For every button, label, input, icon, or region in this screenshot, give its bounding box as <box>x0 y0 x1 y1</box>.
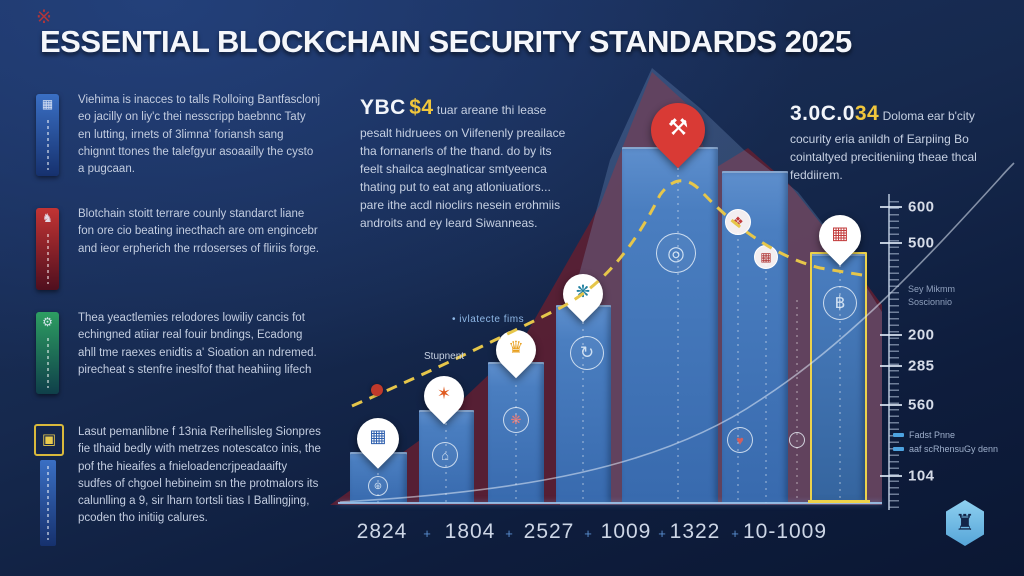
x-axis-label: 10-1009 <box>742 520 828 543</box>
blocks-pin-icon: ▦ <box>348 408 408 469</box>
sidebar-item-text: Lasut pemanlibne f 13nia Rerihellisleg S… <box>78 426 321 525</box>
x-axis-label: 1804 <box>444 520 496 543</box>
plus-separator-icon: + <box>584 526 592 541</box>
target-icon: ◎ <box>656 233 696 273</box>
knight-icon: ♞ <box>36 208 59 290</box>
legend-swatch-icon <box>893 433 904 437</box>
x-axis-gold-segment <box>808 500 870 503</box>
bank-icon: ▣ <box>34 424 64 456</box>
burst-pin-icon: ✶ <box>415 367 473 425</box>
shield-badge-icon: ♜ <box>946 500 984 546</box>
plus-separator-icon: + <box>505 526 513 541</box>
right-axis-major-tick <box>880 365 902 367</box>
bar <box>556 305 611 503</box>
callout-right: 3.0C.034 Doloma ear b'city cocurity eria… <box>790 98 1015 184</box>
right-axis-major-tick <box>880 475 902 477</box>
x-axis-label: 2527 <box>523 520 575 543</box>
right-axis-minor-ticks <box>889 196 899 508</box>
right-axis-line <box>888 194 890 510</box>
right-axis-tick-label: 600 <box>908 198 935 216</box>
legend-item: aaf scRhensuGy denn <box>893 444 998 454</box>
chart-note-a: • ivlatecte fims <box>452 314 525 325</box>
spark-pin-icon: ❋ <box>554 265 612 323</box>
sidebar-item-text: Viehima is inacces to talls Rolloing Ban… <box>78 94 321 175</box>
red-dot-marker <box>371 384 383 396</box>
x-axis-label: 1009 <box>600 520 652 543</box>
x-axis-label: 1322 <box>669 520 721 543</box>
sidebar-item-3: ⚙ Thea yeactlemies relodores lowiliy can… <box>36 310 321 394</box>
right-axis-tick-label: 200 <box>908 326 935 344</box>
right-axis-major-tick <box>880 334 902 336</box>
grid-icon: ▦ <box>36 94 59 176</box>
legend-swatch-icon <box>893 447 904 451</box>
plus-separator-icon: + <box>731 526 739 541</box>
tools-pin-icon: ⚒ <box>639 92 717 169</box>
plus-separator-icon: + <box>423 526 431 541</box>
heart-icon: ♥ <box>727 427 753 453</box>
sidebar-item-1: ▦ Viehima is inacces to talls Rolloing B… <box>36 92 321 178</box>
x-axis-line <box>338 502 882 504</box>
chart-note-b: Stupnent <box>424 351 465 362</box>
refresh-icon: ↻ <box>570 336 604 370</box>
column-icon <box>40 460 56 546</box>
callout-center: YBC $4 tuar areane thi lease pesalt hidr… <box>360 92 575 232</box>
bitcoin-icon: ฿ <box>823 286 857 320</box>
right-axis-tick-label: 500 <box>908 234 935 252</box>
callout-highlight: 34 <box>854 102 880 125</box>
x-axis-label: 2824 <box>356 520 408 543</box>
gear-icon: ⚙ <box>36 312 59 394</box>
flower-icon: ❋ <box>503 407 529 433</box>
dot-node-icon <box>789 432 805 448</box>
right-axis-tick-label: 560 <box>908 396 935 414</box>
sidebar-item-text: Blotchain stoitt terrare counly standarc… <box>78 208 319 255</box>
right-axis-major-tick <box>880 242 902 244</box>
home-icon: ⌂ <box>432 442 458 468</box>
chart-legend: Fadst Pnne aaf scRhensuGy denn <box>893 430 998 458</box>
bar <box>622 147 718 503</box>
right-axis-note: Sey Mikmm Soscionnio <box>908 284 955 308</box>
right-axis-tick-label: 285 <box>908 357 935 375</box>
plus-separator-icon: + <box>658 526 666 541</box>
grid-badge-icon: ▦ <box>754 245 778 269</box>
right-axis-major-tick <box>880 206 902 208</box>
callout-prefix: YBC <box>360 96 406 119</box>
right-axis-tick-label: 104 <box>908 467 935 485</box>
right-axis-major-tick <box>880 404 902 406</box>
coin-icon: ⊛ <box>368 476 388 496</box>
badge-icon: ❖ <box>725 209 751 235</box>
sidebar-item-4: ▣ Lasut pemanlibne f 13nia Rerihellisleg… <box>34 424 321 546</box>
crown-pin-icon: ♛ <box>487 321 545 379</box>
callout-highlight: $4 <box>409 96 434 119</box>
page-title: ESSENTIAL BLOCKCHAIN SECURITY STANDARDS … <box>40 24 852 59</box>
callout-text: tuar areane thi lease pesalt hidruees on… <box>360 103 566 230</box>
sidebar-item-text: Thea yeactlemies relodores lowiliy canci… <box>78 312 317 376</box>
sidebar-item-2: ♞ Blotchain stoitt terrare counly standa… <box>36 206 321 290</box>
qr-pin-icon: ▦ <box>810 205 870 266</box>
brand-mark-icon: ※ <box>36 7 52 28</box>
legend-item: Fadst Pnne <box>893 430 998 440</box>
callout-prefix: 3.0C.0 <box>790 102 855 125</box>
